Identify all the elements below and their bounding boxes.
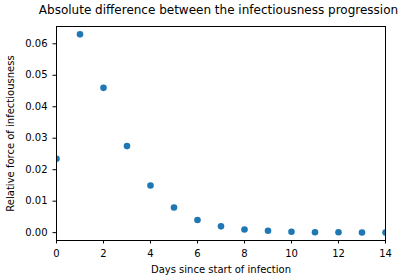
svg-text:Days since start of infection: Days since start of infection xyxy=(151,264,291,275)
svg-text:12: 12 xyxy=(332,248,345,259)
svg-text:0.00: 0.00 xyxy=(25,227,47,238)
svg-text:0.03: 0.03 xyxy=(25,132,47,143)
svg-text:0: 0 xyxy=(53,248,59,259)
html-text:Absolute difference between th: Absolute difference between the infectio… xyxy=(38,3,399,17)
svg-text:10: 10 xyxy=(285,248,298,259)
svg-text:2: 2 xyxy=(100,248,106,259)
svg-text:0.06: 0.06 xyxy=(25,38,47,49)
svg-text:0.05: 0.05 xyxy=(25,69,47,80)
svg-text:14: 14 xyxy=(379,248,392,259)
svg-text:8: 8 xyxy=(241,248,247,259)
svg-text:6: 6 xyxy=(194,248,200,259)
svg-text:Relative force of infectiousne: Relative force of infectiousness xyxy=(5,55,16,211)
svg-text:4: 4 xyxy=(147,248,153,259)
svg-text:0.01: 0.01 xyxy=(25,195,47,206)
svg-text:0.02: 0.02 xyxy=(25,164,47,175)
svg-text:0.04: 0.04 xyxy=(25,101,47,112)
